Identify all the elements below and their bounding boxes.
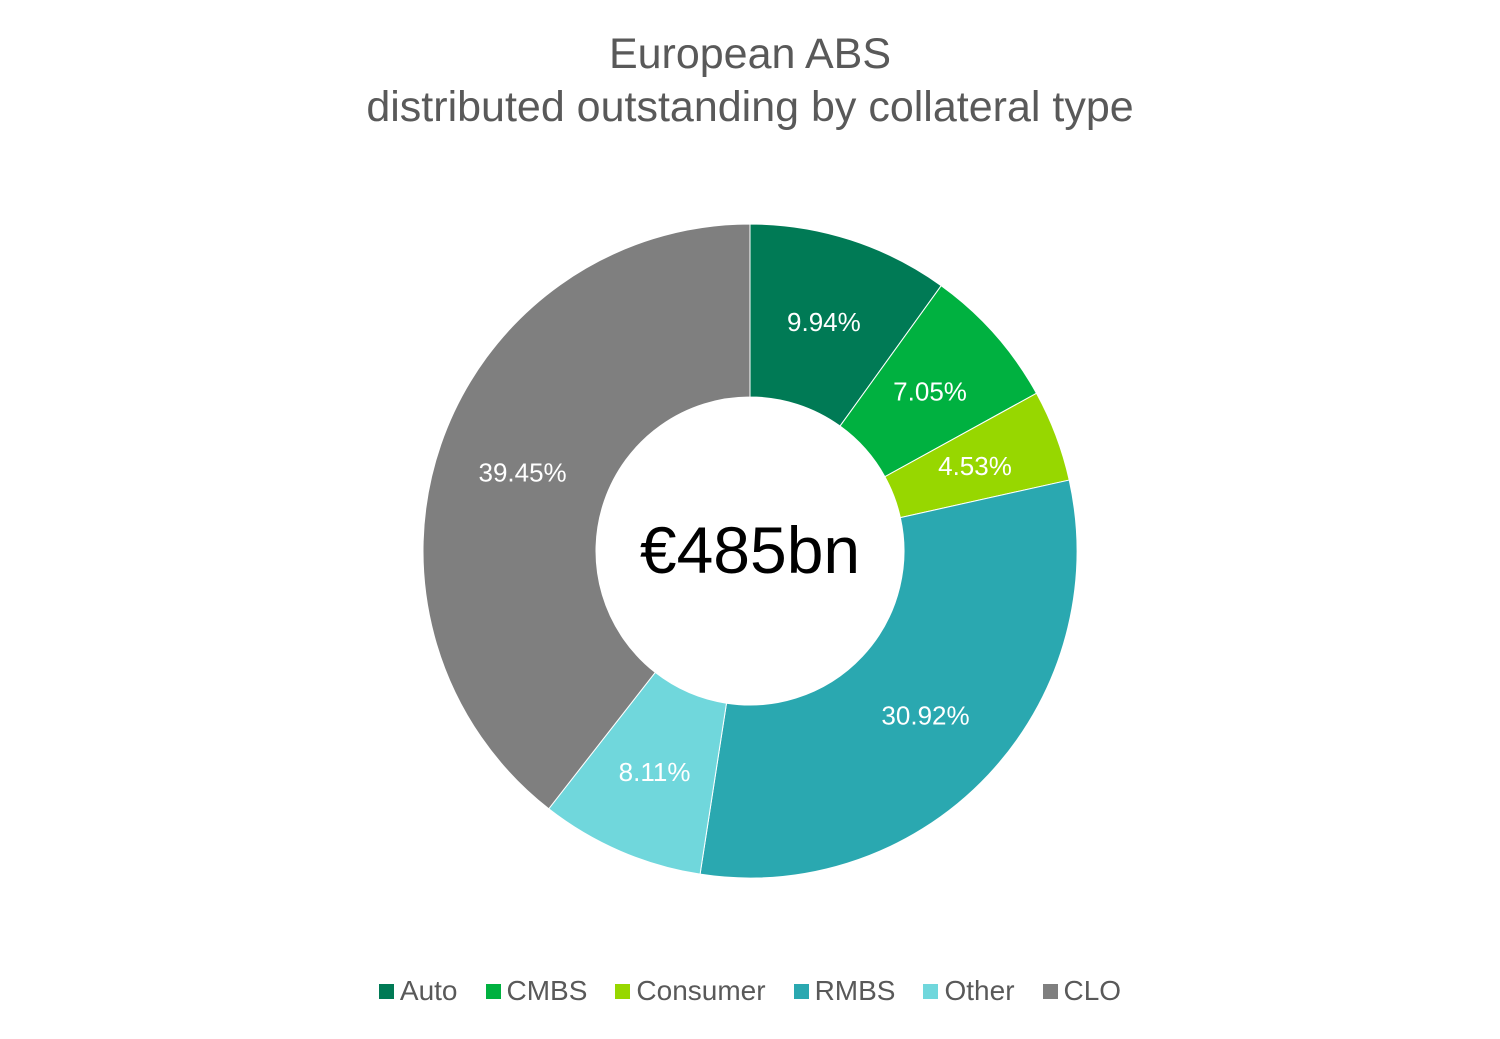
chart-title: European ABS distributed outstanding by … — [0, 28, 1500, 134]
legend-item-other: Other — [923, 972, 1015, 1010]
legend-label: RMBS — [814, 975, 896, 1006]
legend-label: Other — [944, 975, 1015, 1006]
slice-rmbs — [699, 479, 1078, 879]
donut-center-total: €485bn — [639, 513, 861, 587]
data-label-other: 8.11% — [619, 757, 691, 787]
legend-label: CLO — [1063, 975, 1122, 1006]
chart-title-line-1: European ABS — [608, 30, 892, 78]
legend-item-consumer: Consumer — [615, 972, 766, 1010]
legend-item-clo: CLO — [1042, 972, 1122, 1010]
slice-clo — [422, 223, 751, 810]
chart-title-line-2: distributed outstanding by collateral ty… — [366, 83, 1134, 131]
legend-label: Consumer — [636, 975, 766, 1006]
data-label-consumer: 4.53% — [938, 451, 1012, 481]
legend-item-rmbs: RMBS — [793, 972, 896, 1010]
legend-swatch — [615, 983, 631, 999]
legend-swatch — [378, 983, 394, 999]
data-label-rmbs: 30.92% — [881, 700, 969, 730]
data-label-clo: 39.45% — [478, 458, 566, 488]
legend-item-auto: Auto — [378, 972, 458, 1010]
data-label-cmbs: 7.05% — [893, 377, 967, 407]
legend-item-cmbs: CMBS — [485, 972, 588, 1010]
legend-swatch — [1042, 983, 1058, 999]
legend-label: CMBS — [506, 975, 588, 1006]
legend-label: Auto — [399, 975, 458, 1006]
data-label-auto: 9.94% — [787, 307, 861, 337]
legend-swatch — [485, 983, 501, 999]
legend-swatch — [923, 983, 939, 999]
chart-legend: Auto CMBS Consumer RMBS Other CLO — [0, 972, 1500, 1010]
legend-swatch — [793, 983, 809, 999]
